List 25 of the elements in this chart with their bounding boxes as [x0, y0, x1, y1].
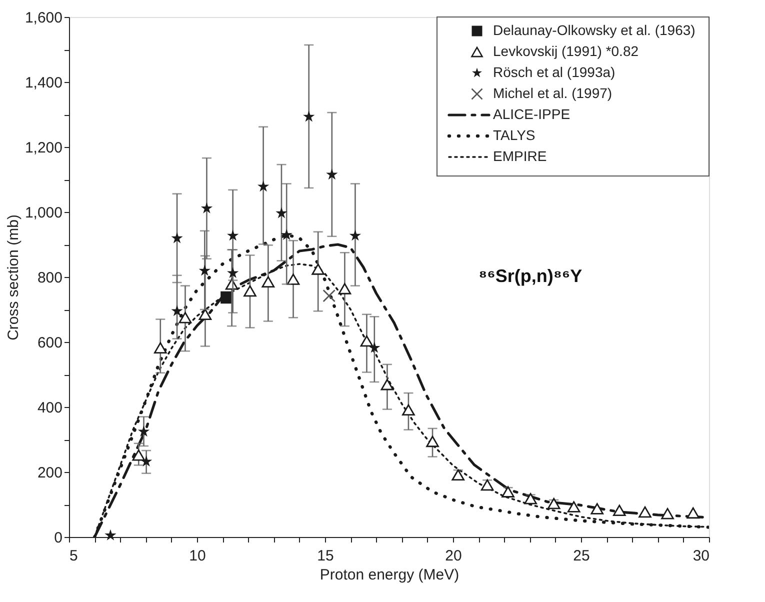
legend-label: EMPIRE [493, 148, 547, 164]
y-tick-label: 1,400 [24, 74, 62, 92]
legend-label: Rösch et al (1993a) [493, 64, 616, 80]
legend-label: Michel et al. (1997) [493, 85, 612, 101]
x-tick-label: 25 [573, 548, 590, 564]
y-tick-label: 1,600 [24, 10, 62, 26]
x-tick-label: 5 [70, 548, 78, 564]
legend-label: Levkovskij (1991) *0.82 [493, 43, 639, 59]
y-tick-label: 200 [37, 464, 62, 482]
x-tick-label: 20 [445, 548, 462, 564]
legend-label: TALYS [493, 127, 536, 143]
legend-label: Delaunay-Olkowsky et al. (1963) [493, 22, 696, 38]
x-axis-title: Proton energy (MeV) [320, 566, 460, 584]
y-tick-label: 800 [37, 270, 62, 286]
y-tick-label: 400 [37, 400, 62, 416]
y-tick-label: 1,000 [24, 204, 62, 222]
y-tick-label: 1,200 [24, 140, 62, 156]
x-tick-label: 10 [189, 548, 206, 564]
x-tick-label: 30 [692, 548, 710, 564]
y-tick-label: 0 [54, 530, 62, 546]
legend-label: ALICE-IPPE [493, 106, 570, 122]
y-axis-title: Cross section (mb) [4, 214, 22, 340]
y-tick-label: 600 [37, 334, 62, 352]
x-tick-label: 15 [317, 548, 334, 564]
annotation: ⁸⁶Sr(p,n)⁸⁶Y [478, 266, 582, 286]
